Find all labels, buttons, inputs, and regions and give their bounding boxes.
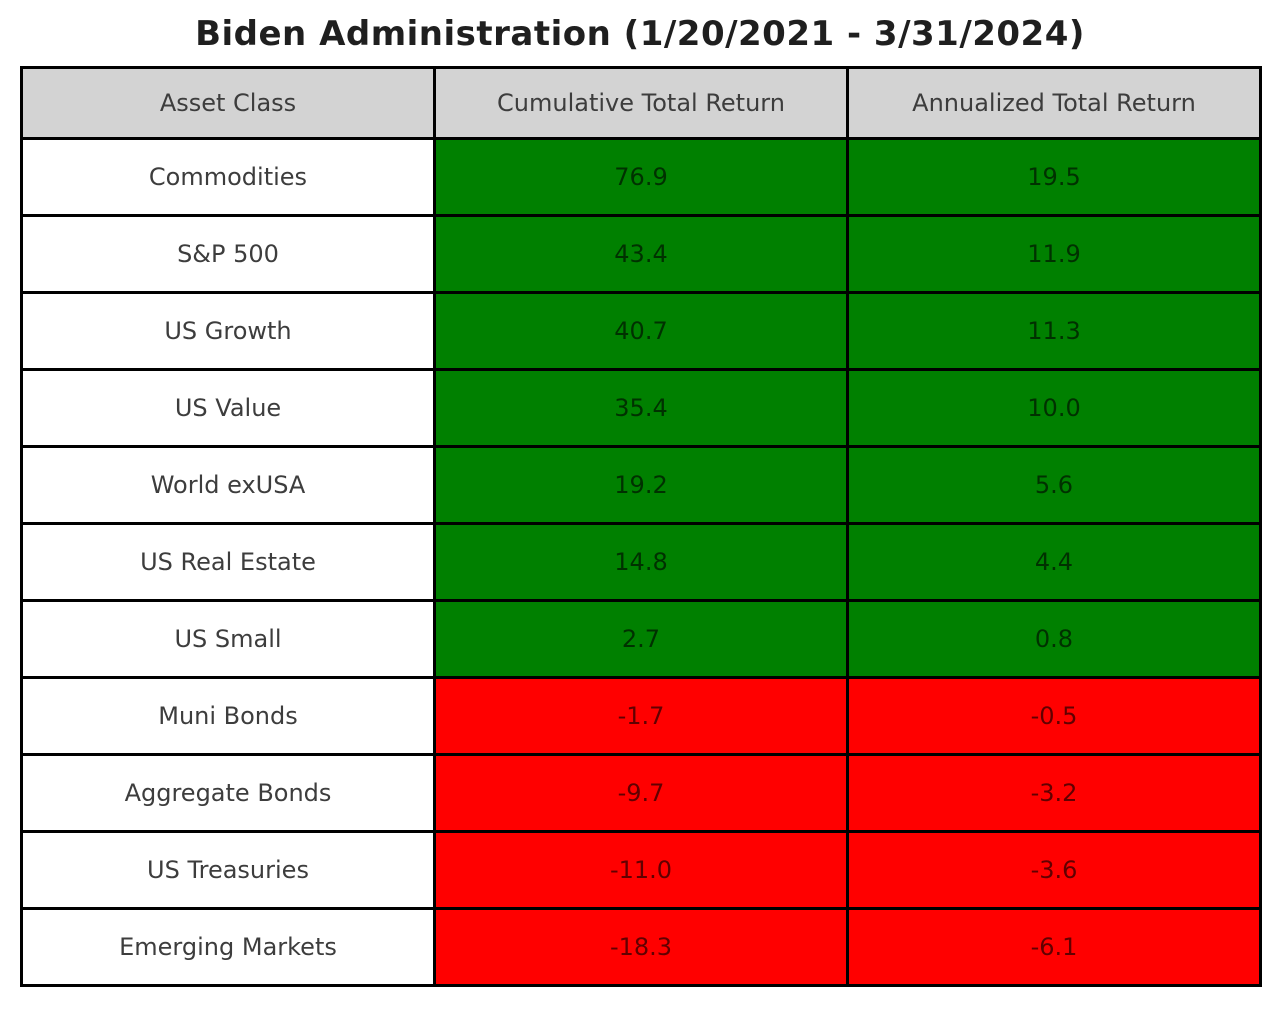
table-row: World exUSA 19.2 5.6	[20, 445, 1262, 525]
annualized-return-cell: 11.3	[846, 291, 1262, 371]
cumulative-return-cell: 19.2	[433, 445, 849, 525]
cumulative-return-cell: 40.7	[433, 291, 849, 371]
asset-class-cell: Aggregate Bonds	[20, 753, 436, 833]
cumulative-return-cell: -1.7	[433, 676, 849, 756]
column-header-cumulative-return: Cumulative Total Return	[433, 66, 849, 140]
asset-class-cell: US Real Estate	[20, 522, 436, 602]
asset-class-cell: US Growth	[20, 291, 436, 371]
column-header-annualized-return: Annualized Total Return	[846, 66, 1262, 140]
annualized-return-cell: -3.2	[846, 753, 1262, 833]
cumulative-return-cell: 14.8	[433, 522, 849, 602]
annualized-return-cell: 5.6	[846, 445, 1262, 525]
table-row: Emerging Markets -18.3 -6.1	[20, 907, 1262, 987]
column-header-asset-class: Asset Class	[20, 66, 436, 140]
cumulative-return-cell: 35.4	[433, 368, 849, 448]
table-header: Asset Class Cumulative Total Return Annu…	[20, 66, 1262, 140]
asset-class-cell: S&P 500	[20, 214, 436, 294]
table-row: US Small 2.7 0.8	[20, 599, 1262, 679]
cumulative-return-cell: 2.7	[433, 599, 849, 679]
table-row: Commodities 76.9 19.5	[20, 137, 1262, 217]
table-row: Aggregate Bonds -9.7 -3.2	[20, 753, 1262, 833]
page-title: Biden Administration (1/20/2021 - 3/31/2…	[195, 14, 1085, 54]
annualized-return-cell: -6.1	[846, 907, 1262, 987]
cumulative-return-cell: -11.0	[433, 830, 849, 910]
asset-class-cell: Emerging Markets	[20, 907, 436, 987]
annualized-return-cell: 0.8	[846, 599, 1262, 679]
asset-class-cell: Commodities	[20, 137, 436, 217]
cumulative-return-cell: -18.3	[433, 907, 849, 987]
annualized-return-cell: 19.5	[846, 137, 1262, 217]
cumulative-return-cell: 76.9	[433, 137, 849, 217]
cumulative-return-cell: 43.4	[433, 214, 849, 294]
asset-class-cell: US Small	[20, 599, 436, 679]
annualized-return-cell: 4.4	[846, 522, 1262, 602]
table-row: US Treasuries -11.0 -3.6	[20, 830, 1262, 910]
table-row: US Real Estate 14.8 4.4	[20, 522, 1262, 602]
table-row: Muni Bonds -1.7 -0.5	[20, 676, 1262, 756]
table-row: US Growth 40.7 11.3	[20, 291, 1262, 371]
table-header-row: Asset Class Cumulative Total Return Annu…	[20, 66, 1262, 140]
asset-class-cell: US Value	[20, 368, 436, 448]
asset-class-cell: Muni Bonds	[20, 676, 436, 756]
annualized-return-cell: -0.5	[846, 676, 1262, 756]
annualized-return-cell: 10.0	[846, 368, 1262, 448]
annualized-return-cell: 11.9	[846, 214, 1262, 294]
asset-class-cell: US Treasuries	[20, 830, 436, 910]
asset-class-cell: World exUSA	[20, 445, 436, 525]
cumulative-return-cell: -9.7	[433, 753, 849, 833]
annualized-return-cell: -3.6	[846, 830, 1262, 910]
table-row: S&P 500 43.4 11.9	[20, 214, 1262, 294]
table-body: Commodities 76.9 19.5 S&P 500 43.4 11.9 US Gro…	[20, 137, 1262, 987]
returns-table: Asset Class Cumulative Total Return Annu…	[20, 66, 1262, 987]
table-row: US Value 35.4 10.0	[20, 368, 1262, 448]
